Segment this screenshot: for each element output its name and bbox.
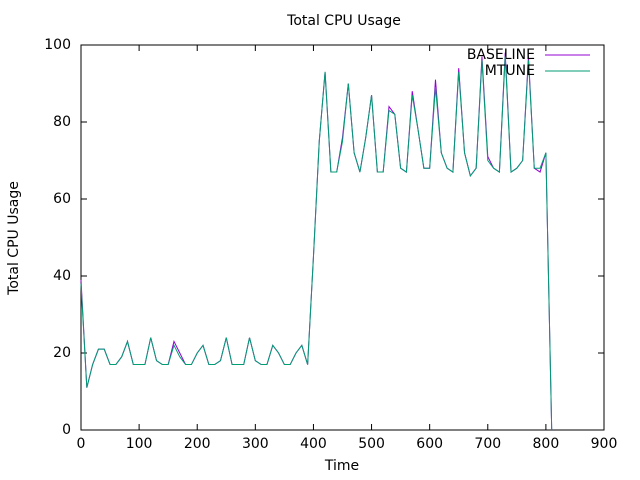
y-tick-label: 20 xyxy=(53,345,71,361)
x-tick-label: 600 xyxy=(416,436,443,452)
y-tick-label: 0 xyxy=(62,422,71,438)
y-tick-label: 100 xyxy=(44,37,71,53)
x-tick-label: 400 xyxy=(300,436,327,452)
series-line xyxy=(80,52,553,431)
x-tick-label: 300 xyxy=(242,436,269,452)
plot-frame xyxy=(80,44,605,431)
x-axis-label: Time xyxy=(324,458,359,474)
x-tick-label: 200 xyxy=(184,436,211,452)
y-tick-label: 40 xyxy=(53,268,71,284)
legend-label: BASELINE xyxy=(467,47,535,63)
x-tick-label: 700 xyxy=(474,436,501,452)
chart-title: Total CPU Usage xyxy=(286,13,401,29)
series-line xyxy=(80,56,553,431)
x-tick-label: 500 xyxy=(358,436,385,452)
y-tick-label: 60 xyxy=(53,191,71,207)
x-tick-label: 900 xyxy=(591,436,618,452)
x-tick-label: 0 xyxy=(77,436,86,452)
y-tick-label: 80 xyxy=(53,114,71,130)
y-axis-label: Total CPU Usage xyxy=(6,181,22,296)
legend-label: MTUNE xyxy=(485,63,535,79)
x-tick-label: 800 xyxy=(533,436,560,452)
x-tick-label: 100 xyxy=(126,436,153,452)
